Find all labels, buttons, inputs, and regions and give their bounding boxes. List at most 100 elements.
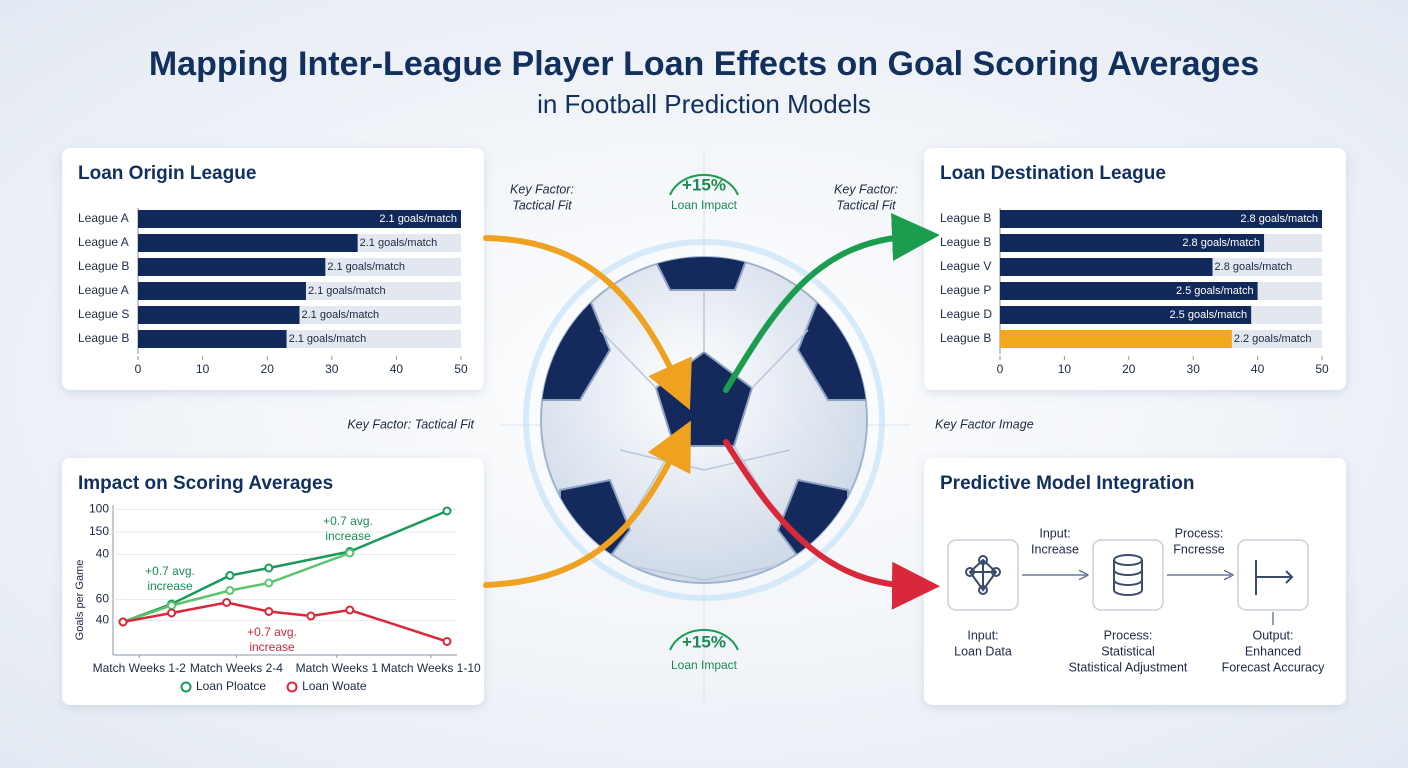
node-label: Output:	[1253, 628, 1294, 642]
impact-arc	[669, 628, 739, 651]
category-label: League B	[940, 235, 991, 249]
x-tick-label: 0	[997, 362, 1004, 376]
category-label: League B	[940, 331, 991, 345]
impact-value: +15%	[682, 175, 726, 194]
link-label: Increase	[1031, 542, 1079, 556]
bar-label: 2.5 goals/match	[1176, 285, 1254, 297]
bar	[138, 210, 461, 228]
category-label: League S	[78, 307, 129, 321]
bar	[1000, 330, 1232, 348]
point	[118, 617, 128, 627]
point	[167, 608, 177, 618]
node-label: Forecast Accuracy	[1222, 660, 1326, 674]
callout: Tactical Fit	[512, 198, 572, 212]
bar-label: 2.1 goals/match	[360, 237, 438, 249]
point	[264, 578, 274, 588]
callout: Key Factor:	[834, 182, 898, 196]
x-tick-label: Match Weeks 2-4	[190, 661, 283, 675]
title: Mapping Inter-League Player Loan Effects…	[149, 45, 1259, 83]
panel-title: Impact on Scoring Averages	[78, 473, 333, 494]
bar-label: 2.1 goals/match	[289, 333, 367, 345]
x-tick-label: 30	[1187, 362, 1201, 376]
y-tick-label: 40	[96, 547, 110, 561]
panel-title: Loan Destination League	[940, 163, 1166, 184]
ball	[523, 239, 885, 601]
bar	[1000, 210, 1322, 228]
point	[442, 637, 452, 646]
point	[225, 571, 235, 580]
bar	[138, 282, 306, 300]
category-label: League A	[78, 235, 129, 249]
category-label: League B	[940, 211, 991, 225]
bar-label: 2.5 goals/match	[1170, 309, 1248, 321]
node-label: Enhanced	[1245, 644, 1301, 658]
point	[225, 586, 235, 595]
x-tick-label: 50	[1315, 362, 1329, 376]
impact-label: Loan Impact	[671, 198, 738, 212]
x-tick-label: 0	[135, 362, 142, 376]
category-label: League D	[940, 307, 992, 321]
category-label: League A	[78, 283, 129, 297]
bar-label: 2.1 goals/match	[308, 285, 386, 297]
bar	[138, 258, 326, 276]
panel-title: Predictive Model Integration	[940, 473, 1194, 494]
point	[345, 548, 355, 558]
legend-label: Loan Woate	[302, 679, 367, 693]
x-tick-label: Match Weeks 1	[296, 661, 379, 675]
y-tick-label: 100	[89, 502, 109, 516]
node-label: Statistical Adjustment	[1069, 660, 1188, 674]
x-tick-label: 30	[325, 362, 339, 376]
x-tick-label: 50	[454, 362, 468, 376]
annotation: increase	[325, 529, 371, 543]
y-tick-label: 60	[96, 592, 110, 606]
bar	[138, 306, 300, 324]
bar-label: 2.8 goals/match	[1182, 237, 1260, 249]
callout: Tactical Fit	[836, 198, 896, 212]
bar	[138, 234, 358, 252]
bar-label: 2.8 goals/match	[1240, 213, 1318, 225]
subtitle: in Football Prediction Models	[537, 89, 871, 119]
point	[222, 598, 232, 607]
point	[345, 605, 355, 615]
bar-label: 2.1 goals/match	[379, 213, 457, 225]
node-label: Process:	[1104, 628, 1153, 642]
link-label: Process:	[1175, 526, 1224, 540]
x-tick-label: Match Weeks 1-2	[93, 661, 186, 675]
x-tick-label: 40	[390, 362, 404, 376]
x-tick-label: Match Weeks 1-10	[381, 661, 481, 675]
callout: Key Factor: Tactical Fit	[347, 417, 474, 431]
point	[167, 601, 177, 610]
node-label: Loan Data	[954, 644, 1012, 658]
legend-label: Loan Ploatce	[196, 679, 266, 693]
x-tick-label: 20	[1122, 362, 1136, 376]
category-label: League A	[78, 211, 129, 225]
node-label: Input:	[967, 628, 998, 642]
flow-arrows	[483, 213, 940, 610]
category-label: League B	[78, 331, 129, 345]
impact-value: +15%	[682, 632, 726, 651]
bar	[1000, 258, 1213, 276]
bar-label: 2.1 goals/match	[302, 309, 380, 321]
annotation: increase	[147, 579, 193, 593]
y-tick-label: 40	[96, 613, 110, 627]
annotation: +0.7 avg.	[247, 625, 297, 639]
annotation: +0.7 avg.	[145, 564, 195, 578]
bar-label: 2.1 goals/match	[327, 261, 405, 273]
bar-label: 2.2 goals/match	[1234, 333, 1312, 345]
x-tick-label: 10	[1058, 362, 1072, 376]
category-label: League P	[940, 283, 991, 297]
panel	[924, 458, 1346, 705]
bar	[1000, 234, 1265, 252]
category-label: League V	[940, 259, 991, 273]
x-tick-label: 20	[261, 362, 275, 376]
annotation: +0.7 avg.	[323, 514, 373, 528]
impact-arc	[669, 173, 739, 196]
link-label: Fncresse	[1173, 542, 1224, 556]
callout: Key Factor:	[510, 182, 574, 196]
category-label: League B	[78, 259, 129, 273]
point	[306, 611, 316, 621]
node-label: Statistical	[1101, 644, 1155, 658]
bar-label: 2.8 goals/match	[1215, 261, 1293, 273]
point	[442, 506, 452, 516]
point	[264, 563, 274, 573]
